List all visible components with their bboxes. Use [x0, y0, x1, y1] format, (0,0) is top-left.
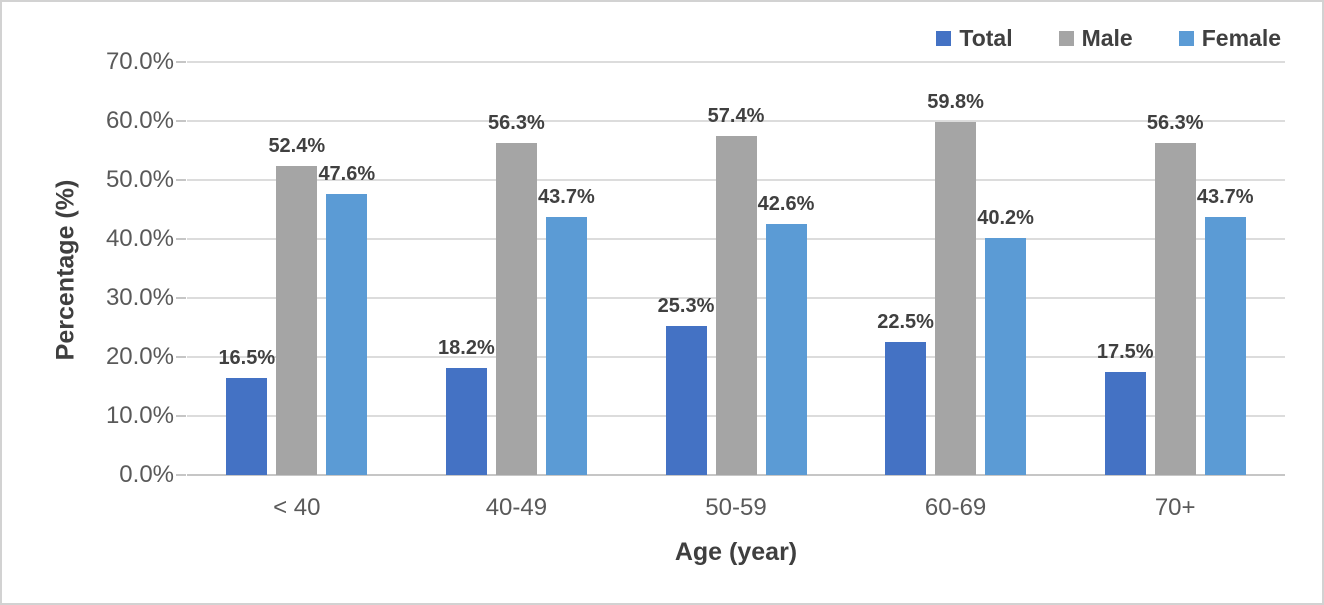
legend-swatch-male [1058, 30, 1074, 46]
bar-female-70 [1204, 217, 1246, 475]
bar-total-50-59 [665, 325, 707, 475]
y-axis-tick [176, 474, 186, 476]
y-axis-tick [176, 415, 186, 417]
bar-male-60-69 [935, 122, 977, 475]
x-axis-category-label: 60-69 [924, 494, 987, 521]
data-label-total-70: 17.5% [1096, 340, 1154, 363]
bar-male-70 [1154, 142, 1196, 475]
y-axis-tick-label: 10.0% [105, 402, 174, 429]
data-label-total-60-69: 22.5% [877, 311, 934, 334]
y-axis-tick [176, 120, 186, 122]
x-axis-line [187, 474, 1285, 476]
data-label-female-50-59: 42.6% [757, 192, 815, 215]
legend-item-male: Male [1058, 24, 1133, 52]
bar-female-40 [326, 194, 368, 475]
data-label-female-40-49: 43.7% [538, 186, 595, 209]
bar-total-60-69 [885, 342, 927, 475]
x-axis-category-label: < 40 [273, 494, 321, 521]
bar-total-40-49 [445, 367, 487, 475]
bar-total-70 [1104, 371, 1146, 475]
x-axis-category-label: 40-49 [485, 494, 548, 521]
bar-male-40-49 [495, 142, 537, 475]
y-axis-tick-label: 70.0% [105, 48, 174, 75]
x-axis-category-label: 70+ [1154, 494, 1196, 521]
legend-swatch-total [936, 30, 952, 46]
y-axis-tick [176, 179, 186, 181]
y-axis-tick-label: 40.0% [105, 225, 174, 252]
bar-total-40 [226, 377, 268, 475]
legend-label-female: Female [1201, 24, 1281, 51]
y-axis-tick [176, 238, 186, 240]
y-axis-title: Percentage (%) [51, 179, 80, 361]
y-axis-tick [176, 61, 186, 63]
legend-item-total: Total [936, 24, 1013, 52]
data-label-female-70: 43.7% [1196, 186, 1254, 209]
y-axis-tick-label: 50.0% [105, 166, 174, 193]
data-label-female-60-69: 40.2% [977, 206, 1034, 229]
x-axis-category-label: 50-59 [705, 494, 767, 521]
x-axis-title: Age (year) [674, 538, 798, 566]
data-label-total-40: 16.5% [218, 346, 276, 369]
y-axis-tick-label: 30.0% [105, 284, 174, 311]
bar-male-50-59 [715, 136, 757, 475]
data-label-male-40-49: 56.3% [488, 111, 545, 134]
data-label-male-70: 56.3% [1146, 111, 1204, 134]
bar-female-40-49 [545, 217, 587, 475]
data-label-male-40: 52.4% [268, 134, 326, 157]
y-axis-tick-label: 0.0% [119, 461, 174, 488]
data-label-male-50-59: 57.4% [707, 105, 765, 128]
data-label-male-60-69: 59.8% [927, 91, 984, 114]
gridline [187, 61, 1285, 63]
data-label-female-40: 47.6% [318, 163, 376, 186]
legend-label-male: Male [1081, 24, 1133, 51]
chart-legend: Total Male Female [936, 22, 1281, 54]
y-axis-tick-label: 60.0% [105, 107, 174, 134]
legend-swatch-female [1178, 30, 1194, 46]
y-axis-tick [176, 356, 186, 358]
bar-male-40 [276, 165, 318, 475]
gridline [187, 120, 1285, 122]
data-label-total-50-59: 25.3% [657, 294, 715, 317]
legend-label-total: Total [959, 24, 1013, 51]
bar-female-60-69 [985, 237, 1027, 475]
bar-female-50-59 [765, 223, 807, 475]
data-label-total-40-49: 18.2% [438, 336, 495, 359]
y-axis-tick-label: 20.0% [105, 343, 174, 370]
y-axis-tick [176, 297, 186, 299]
legend-item-female: Female [1178, 24, 1281, 52]
